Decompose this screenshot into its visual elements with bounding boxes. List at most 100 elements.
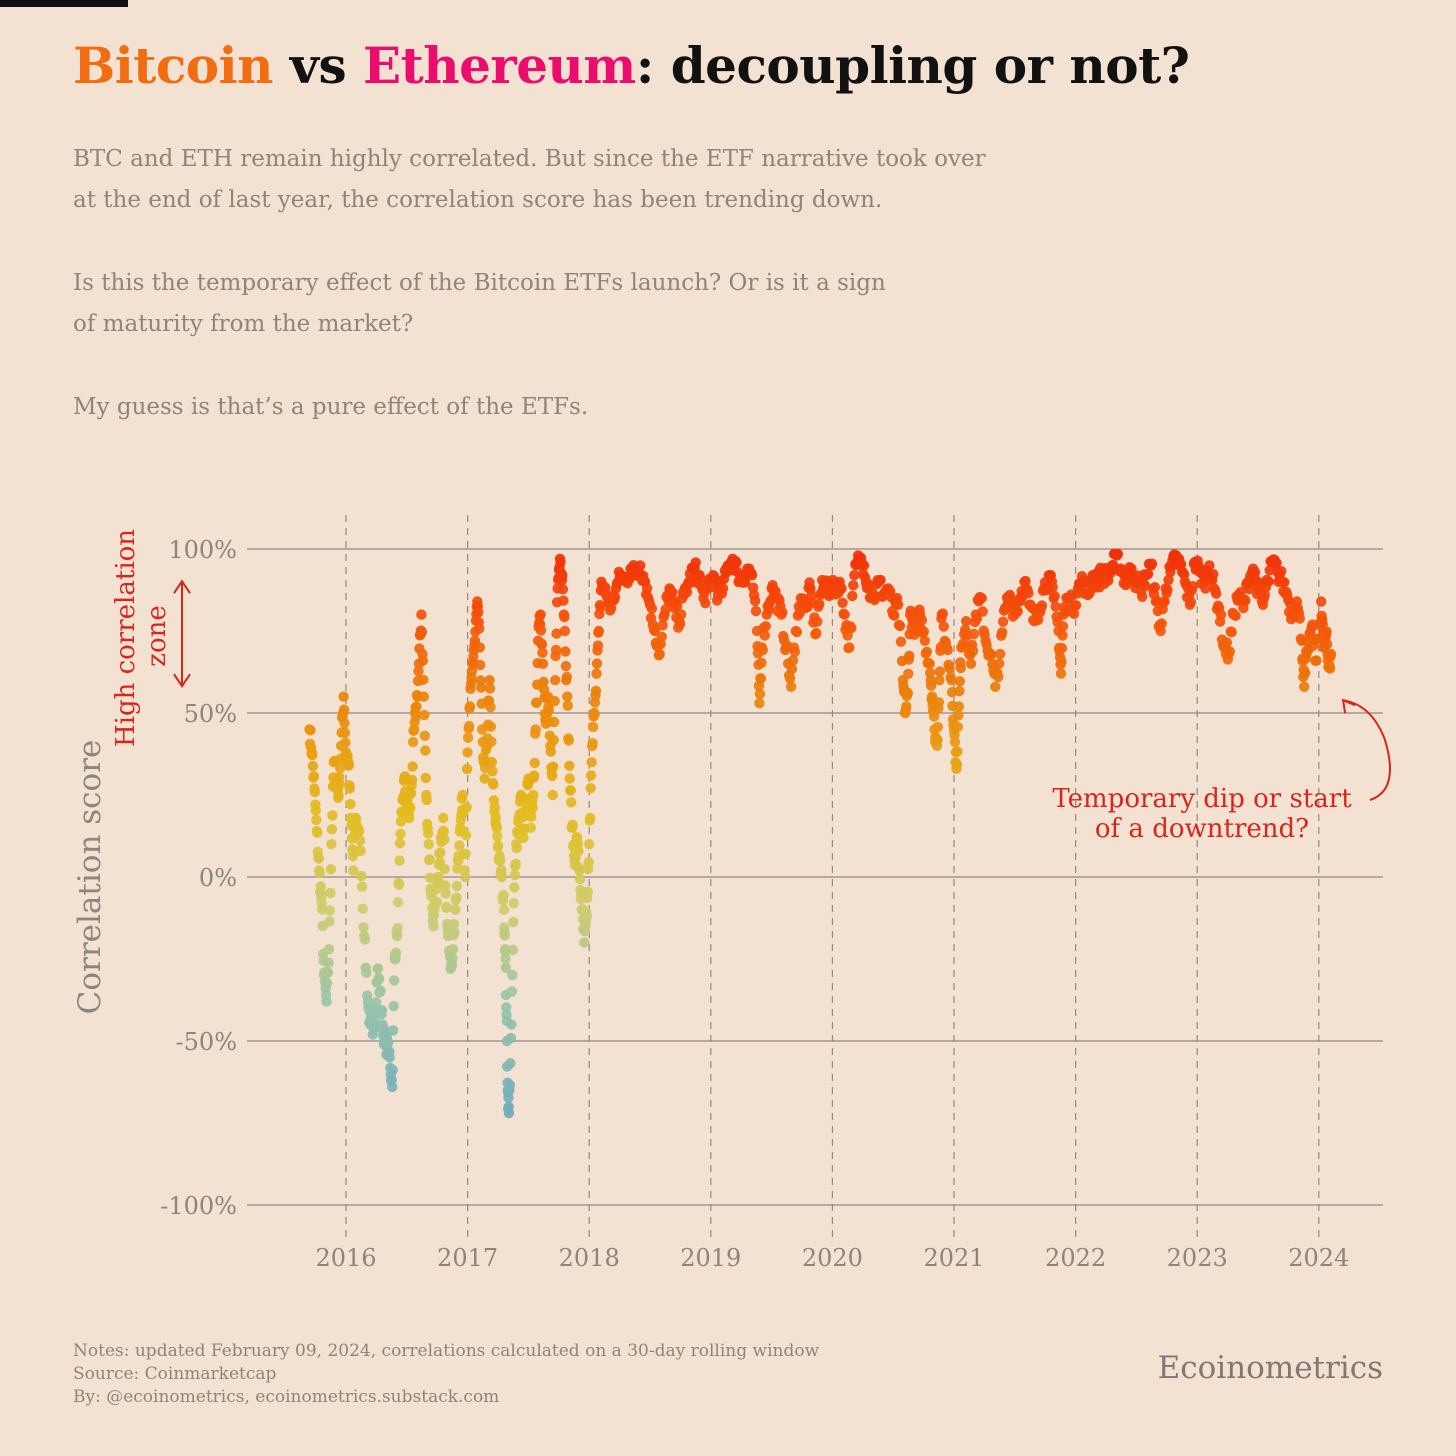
data-point (339, 727, 351, 738)
data-point (1211, 588, 1222, 599)
data-point (557, 570, 568, 581)
data-point (499, 930, 510, 941)
data-point (895, 636, 907, 647)
data-point (404, 812, 415, 824)
data-point (590, 685, 602, 697)
data-point (583, 856, 594, 868)
y-tick-label: 0% (199, 864, 237, 892)
data-point (555, 557, 566, 568)
data-point (496, 870, 508, 882)
data-point (1249, 567, 1261, 578)
data-point (311, 814, 322, 826)
data-point (419, 709, 430, 721)
intro-paragraph-3: My guess is that’s a pure effect of the … (73, 387, 1073, 428)
data-point (550, 675, 561, 686)
data-point (1185, 596, 1197, 608)
data-point (441, 901, 452, 913)
data-point (1056, 643, 1068, 654)
data-point (785, 681, 797, 692)
data-point (447, 953, 458, 964)
annotation-arrow (1342, 699, 1391, 801)
data-point (1112, 548, 1124, 560)
data-point (504, 1079, 516, 1091)
x-tick-label: 2021 (923, 1244, 984, 1272)
data-point (839, 609, 850, 620)
title-vs: vs (273, 36, 364, 95)
data-point (1300, 667, 1311, 678)
data-point (418, 674, 429, 685)
data-point (932, 721, 944, 733)
data-point (971, 613, 983, 624)
data-point (454, 840, 465, 851)
data-point (530, 724, 541, 735)
data-point (420, 745, 431, 756)
x-tick-label: 2020 (802, 1244, 863, 1272)
data-point (323, 944, 335, 955)
data-point (1142, 568, 1154, 580)
data-point (326, 839, 337, 850)
data-point (1316, 596, 1327, 607)
data-point (1299, 681, 1310, 692)
data-point (344, 783, 356, 794)
y-tick-label: 50% (184, 700, 237, 728)
data-point (566, 797, 577, 808)
data-point (474, 623, 485, 634)
x-tick-label: 2023 (1167, 1244, 1228, 1272)
data-point (1162, 584, 1173, 595)
data-point (493, 840, 504, 851)
data-point (1057, 621, 1069, 632)
data-point (531, 697, 542, 708)
data-point (560, 646, 571, 657)
data-point (1259, 589, 1271, 601)
data-point (548, 761, 559, 772)
data-point (944, 663, 955, 674)
data-point (440, 888, 451, 899)
data-point (433, 871, 444, 883)
data-point (894, 620, 906, 632)
data-point (921, 646, 932, 657)
data-point (307, 749, 318, 761)
data-point (968, 628, 980, 640)
data-point (518, 832, 529, 843)
data-point (423, 839, 434, 850)
data-point (416, 609, 427, 620)
data-point (561, 671, 572, 683)
data-point (585, 812, 596, 824)
data-point (579, 937, 590, 948)
data-point (746, 570, 758, 581)
data-point (509, 869, 520, 881)
data-point (563, 735, 574, 746)
data-point (339, 718, 350, 729)
data-point (506, 986, 518, 997)
data-point (324, 905, 336, 916)
data-point (438, 812, 449, 824)
data-point (407, 774, 418, 786)
data-point (356, 881, 368, 892)
data-point (508, 916, 519, 928)
annotation-arrow-head (1341, 698, 1356, 714)
data-point (585, 783, 596, 794)
data-point (406, 788, 417, 799)
data-point (313, 853, 324, 864)
data-point (986, 649, 997, 660)
data-point (317, 904, 328, 915)
data-point (848, 580, 859, 591)
data-point (933, 697, 945, 708)
data-point (461, 763, 473, 775)
data-point (428, 921, 439, 932)
data-point (387, 1081, 398, 1093)
data-point (731, 557, 742, 568)
data-point (490, 812, 501, 823)
data-point (1204, 560, 1215, 571)
data-point (585, 770, 597, 781)
data-point (786, 663, 798, 675)
data-point (967, 645, 979, 657)
data-point (310, 805, 321, 816)
annotation-line2: of a downtrend? (1095, 814, 1309, 844)
data-point (925, 667, 936, 679)
data-point (413, 666, 424, 677)
data-point (460, 848, 471, 859)
data-point (1156, 618, 1167, 629)
data-point (924, 658, 935, 669)
data-point (484, 675, 495, 686)
